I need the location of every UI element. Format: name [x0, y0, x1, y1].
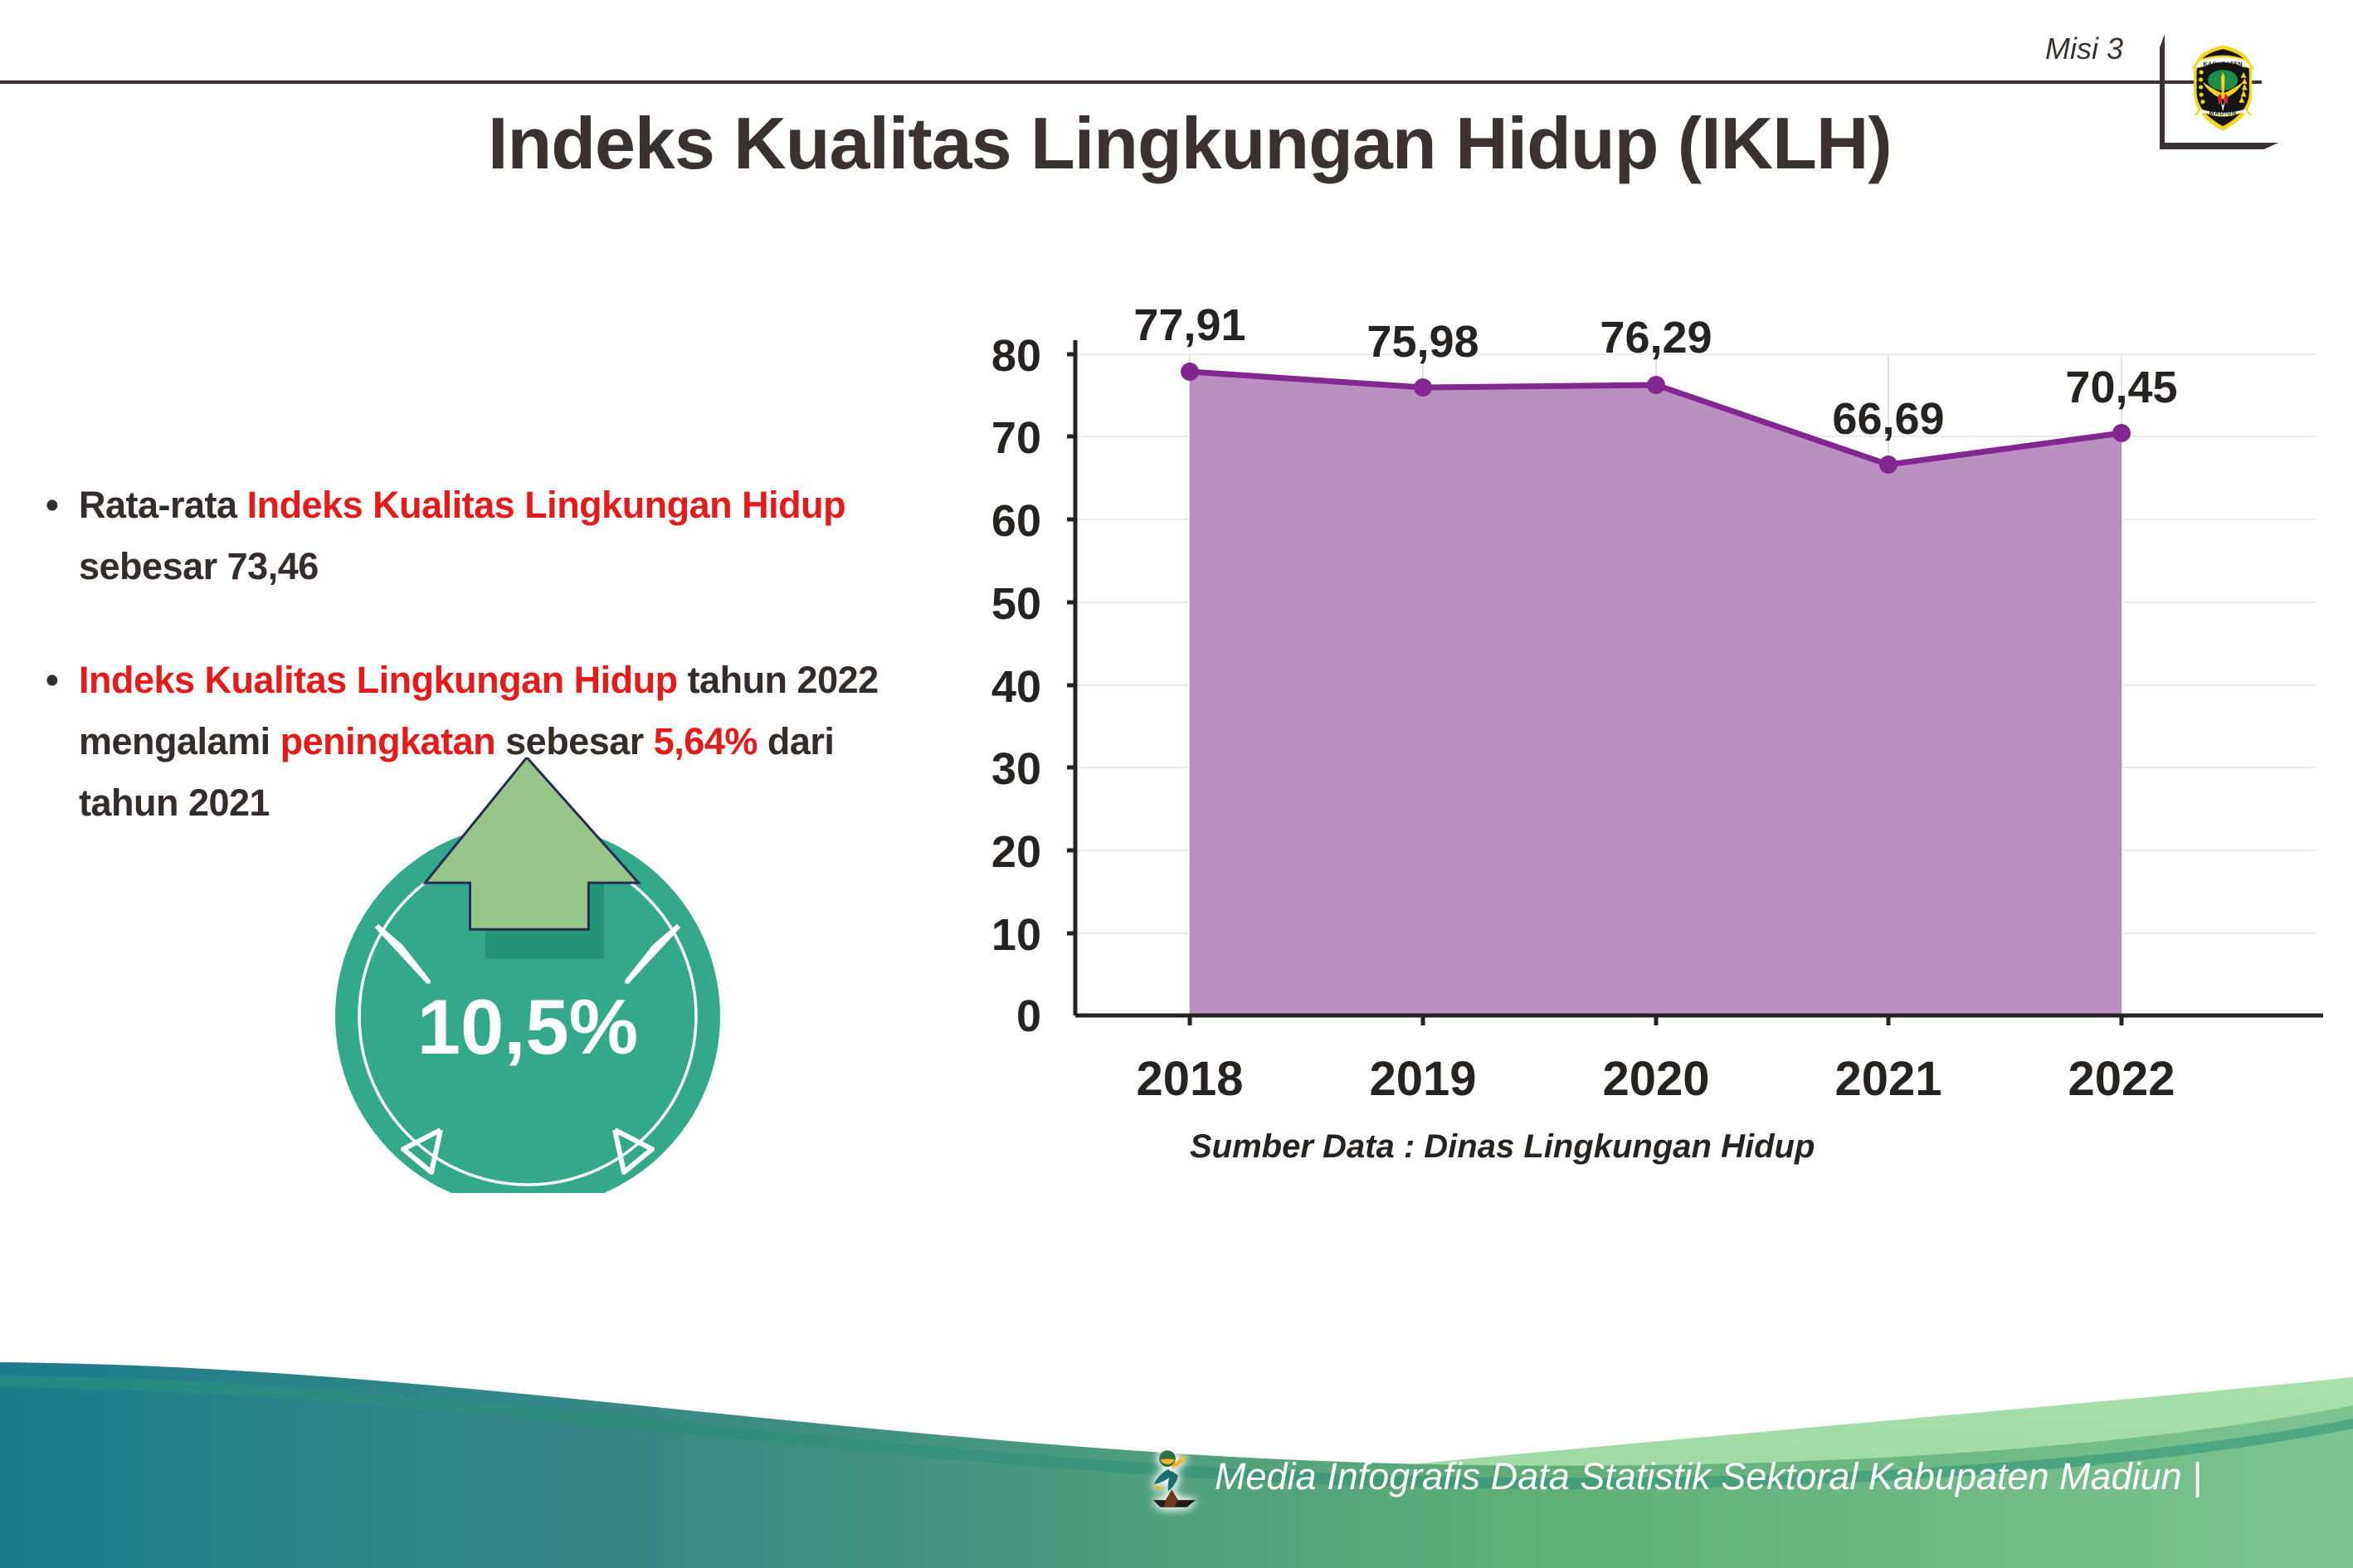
svg-text:2021: 2021	[1834, 1052, 1941, 1106]
svg-text:75,98: 75,98	[1366, 317, 1479, 367]
svg-text:2019: 2019	[1369, 1052, 1476, 1106]
svg-text:KABUPATEN: KABUPATEN	[2203, 61, 2243, 68]
svg-text:76,29: 76,29	[1600, 313, 1712, 363]
svg-text:20: 20	[991, 827, 1041, 877]
svg-text:2018: 2018	[1136, 1052, 1243, 1106]
svg-text:77,91: 77,91	[1133, 300, 1245, 350]
svg-text:0: 0	[1016, 991, 1041, 1041]
svg-text:66,69: 66,69	[1832, 394, 1944, 444]
svg-text:MADIUN: MADIUN	[2209, 111, 2237, 117]
svg-text:30: 30	[991, 744, 1041, 794]
svg-text:60: 60	[991, 496, 1041, 546]
svg-text:70: 70	[991, 413, 1041, 463]
svg-text:40: 40	[991, 662, 1041, 712]
svg-text:70,45: 70,45	[2065, 363, 2177, 412]
svg-text:50: 50	[991, 579, 1041, 629]
svg-text:10: 10	[991, 910, 1041, 960]
svg-text:Sumber Data : Dinas Lingkungan: Sumber Data : Dinas Lingkungan Hidup	[1190, 1128, 1815, 1165]
svg-text:10,5%: 10,5%	[417, 983, 639, 1070]
svg-text:80: 80	[991, 331, 1041, 381]
svg-text:2020: 2020	[1602, 1052, 1709, 1106]
svg-text:2022: 2022	[2068, 1052, 2175, 1106]
